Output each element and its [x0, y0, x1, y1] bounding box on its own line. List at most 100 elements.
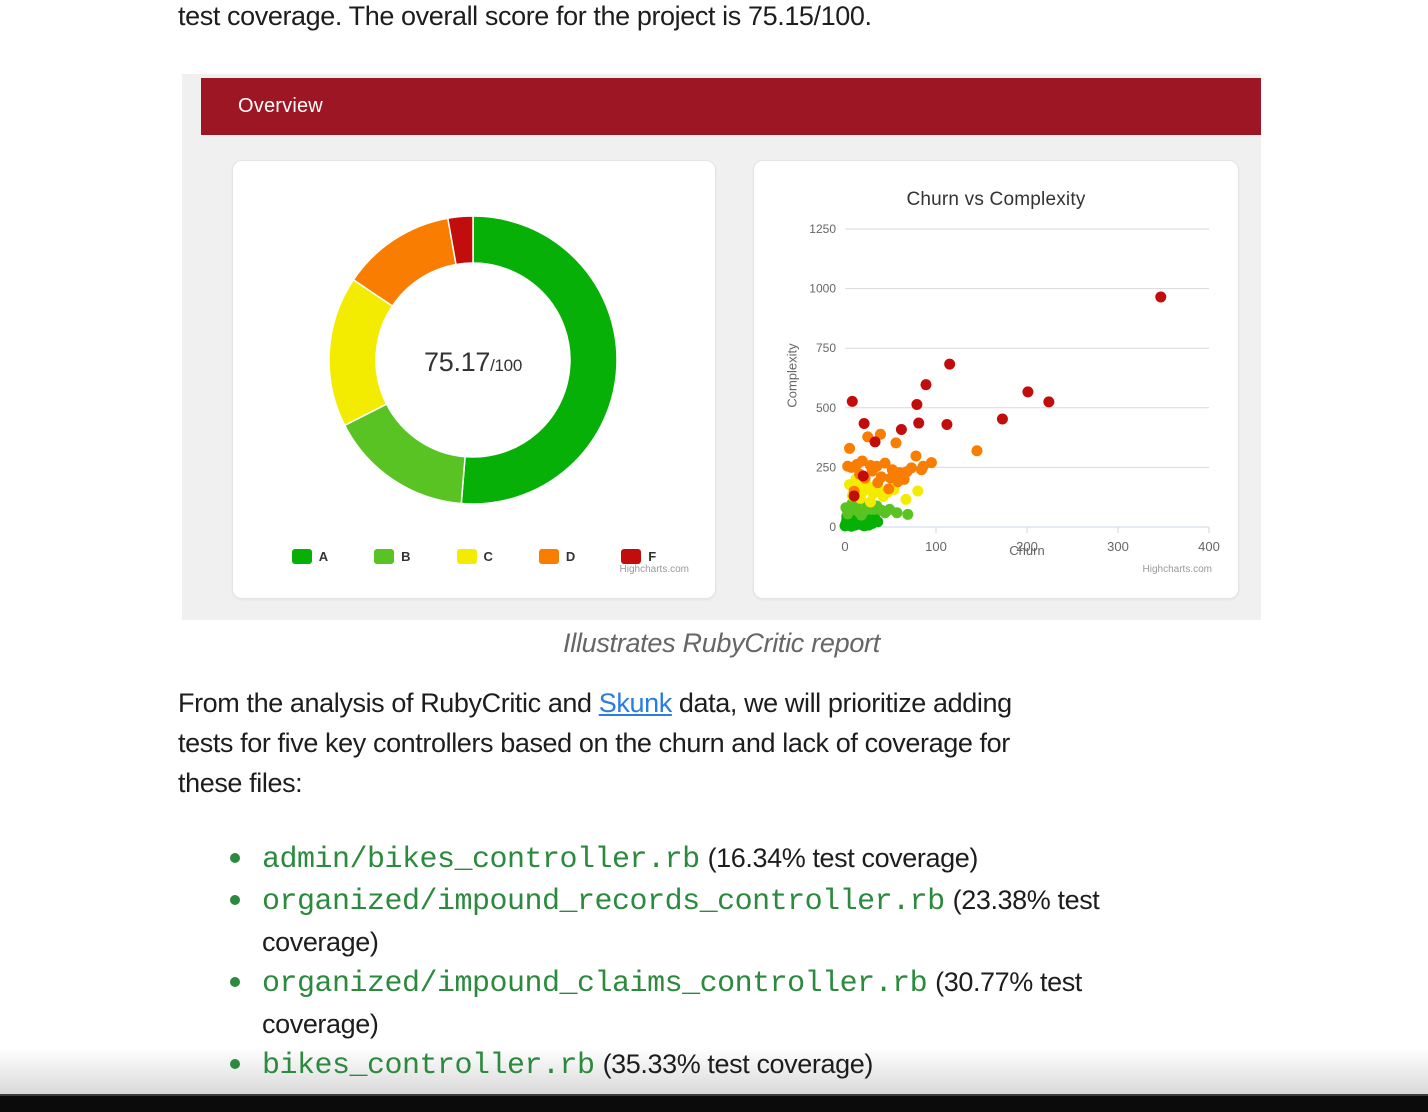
scatter-point-D	[905, 462, 917, 474]
list-item: admin/bikes_controller.rb (16.34% test co…	[178, 838, 1308, 880]
legend-swatch	[538, 549, 559, 564]
scatter-point-F	[996, 413, 1008, 425]
legend-item-D[interactable]: D	[538, 549, 576, 564]
file-path-code: organized/impound_claims_controller.rb	[262, 967, 928, 1001]
scatter-point-F	[869, 436, 881, 448]
scatter-point-F	[941, 418, 953, 430]
scatter-point-D	[890, 437, 902, 449]
file-path-code: organized/impound_records_controller.rb	[262, 885, 945, 919]
scatter-point-F	[911, 398, 923, 410]
legend-swatch	[374, 549, 395, 564]
file-path-code: bikes_controller.rb	[262, 1049, 595, 1083]
list-item: bikes_controller.rb (35.33% test coverage…	[178, 1044, 1308, 1086]
scatter-point-F	[1022, 386, 1034, 398]
scatter-point-D	[856, 455, 868, 467]
scatter-x-axis-label: Churn	[1009, 543, 1045, 558]
window-bottom-fade	[0, 1048, 1428, 1094]
scatter-point-C	[900, 493, 912, 505]
legend-label: B	[401, 549, 411, 564]
legend-item-C[interactable]: C	[456, 549, 493, 564]
coverage-note: (35.33% test coverage)	[602, 1049, 874, 1079]
scatter-point-C	[864, 496, 876, 508]
highcharts-credit-link[interactable]: Highcharts.com	[1142, 564, 1212, 575]
x-tick-label: 0	[841, 539, 848, 554]
paragraph-line: From the analysis of RubyCritic and Skun…	[178, 683, 1288, 723]
churn-complexity-chart: 0 250 500 750 1000 1250 0 100 200 300 400	[809, 222, 1220, 554]
legend-item-F[interactable]: F	[621, 549, 656, 564]
donut-score-denominator: /100	[490, 356, 522, 375]
scatter-point-F	[920, 379, 932, 391]
scatter-point-F	[848, 490, 860, 502]
intro-text: test coverage. The overall score for the…	[178, 1, 872, 31]
y-tick-label: 1000	[809, 282, 836, 296]
scatter-point-B	[879, 507, 891, 519]
scatter-point-D	[910, 450, 922, 462]
scatter-point-A	[858, 520, 870, 532]
priority-files-list: admin/bikes_controller.rb (16.34% test co…	[178, 838, 1308, 1086]
highcharts-credit-link[interactable]: Highcharts.com	[619, 564, 689, 575]
legend-item-A[interactable]: A	[291, 549, 328, 564]
x-tick-label: 400	[1198, 539, 1220, 554]
scatter-point-D	[872, 477, 884, 489]
legend-label: D	[565, 549, 576, 564]
paragraph-text: From the analysis of RubyCritic and	[178, 688, 599, 718]
x-tick-label: 200	[1016, 539, 1038, 554]
overview-header-title: Overview	[238, 95, 323, 117]
scatter-point-F	[858, 418, 870, 430]
scatter-point-D	[879, 457, 891, 469]
y-tick-label: 750	[816, 341, 836, 355]
donut-score-label: 75.17/100	[233, 347, 713, 378]
y-tick-label: 0	[829, 520, 836, 534]
scatter-point-D	[874, 428, 886, 440]
window-bottom-bar	[0, 1094, 1428, 1112]
scatter-point-A	[845, 520, 857, 532]
scatter-point-F	[1043, 396, 1055, 408]
legend-item-B[interactable]: B	[374, 549, 411, 564]
file-path-code: admin/bikes_controller.rb	[262, 843, 700, 877]
scatter-point-D	[915, 464, 927, 476]
coverage-note: (16.34% test coverage)	[707, 843, 979, 873]
donut-score-value: 75.17	[424, 347, 491, 377]
coverage-note: (23.38% test	[952, 885, 1100, 915]
scatter-point-B	[902, 508, 914, 520]
x-tick-label: 100	[925, 539, 947, 554]
scatter-point-D	[844, 442, 856, 454]
donut-slice-A	[460, 215, 618, 505]
scatter-point-D	[883, 483, 895, 495]
scatter-y-axis-label: Complexity	[784, 343, 800, 408]
donut-slice-F	[446, 215, 474, 266]
scatter-point-F	[944, 358, 956, 370]
scatter-point-F	[846, 395, 858, 407]
overview-header-bar: Overview	[201, 78, 1261, 135]
score-donut-chart	[328, 215, 618, 505]
scatter-point-D	[925, 457, 937, 469]
legend-label: F	[648, 549, 657, 564]
x-tick-label: 300	[1107, 539, 1129, 554]
scatter-point-A	[872, 516, 884, 528]
churn-complexity-panel: 0 250 500 750 1000 1250 0 100 200 300 400 Churn vs…	[753, 160, 1239, 599]
coverage-note: (30.77% test	[935, 967, 1082, 997]
paragraph-line: tests for five key controllers based on …	[178, 728, 1010, 758]
coverage-note-wrap: coverage)	[262, 927, 379, 957]
scatter-point-B	[891, 507, 903, 519]
scatter-point-D	[866, 465, 878, 477]
skunk-link[interactable]: Skunk	[598, 688, 672, 718]
scatter-point-B	[855, 509, 867, 521]
figure-caption: Illustrates RubyCritic report	[563, 628, 880, 658]
list-item: organized/impound_claims_controller.rb (3…	[178, 962, 1308, 1044]
scatter-title: Churn vs Complexity	[906, 189, 1086, 210]
scatter-point-F	[895, 423, 907, 435]
score-donut-panel: 75.17/100 A B C D F Highcharts.com	[232, 160, 716, 599]
scatter-point-F	[857, 470, 869, 482]
y-tick-label: 250	[816, 460, 836, 474]
legend-swatch	[291, 549, 312, 564]
scatter-point-C	[912, 485, 924, 497]
paragraph-line: these files:	[178, 768, 303, 798]
body-paragraph: From the analysis of RubyCritic and Skun…	[178, 683, 1288, 803]
list-item: organized/impound_records_controller.rb(…	[178, 880, 1308, 962]
scatter-point-F	[1155, 291, 1167, 303]
legend-swatch	[621, 549, 642, 564]
scatter-point-D	[971, 445, 983, 457]
